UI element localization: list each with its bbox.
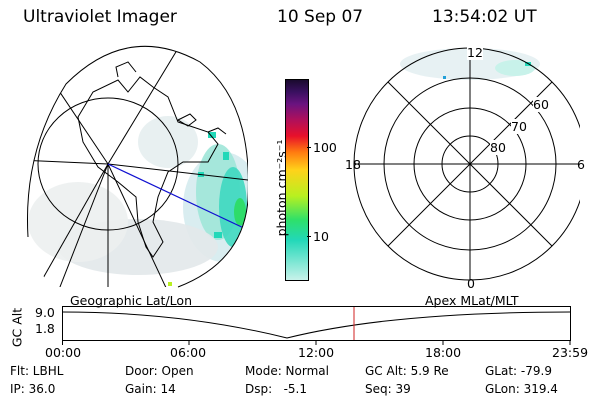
colorbar-tick-mark-100 [307,147,311,148]
mlt-label-12: 12 [467,45,483,60]
info-glon: GLon: 319.4 [485,382,558,396]
time-label: 13:54:02 UT [432,7,537,27]
mlat-label-70: 70 [511,119,527,134]
coastline [77,76,219,258]
altitude-xtick-2359: 23:59 [552,345,589,360]
mlt-label-18: 18 [345,157,361,172]
altitude-curve [62,311,571,339]
colorbar-tick-mark-10 [307,236,311,237]
geographic-label: Geographic Lat/Lon [70,293,192,308]
info-door: Door: Open [125,364,194,378]
info-flt: Flt: LBHL [10,364,64,378]
info-ip: IP: 36.0 [10,382,56,396]
apex-label: Apex MLat/MLT [425,293,519,308]
colorbar-tick-100: 100 [313,140,337,155]
info-gain: Gain: 14 [125,382,176,396]
colorbar-tick-10: 10 [313,229,329,244]
altitude-xtick-1800: 18:00 [425,345,462,360]
altitude-xtick-0600: 06:00 [170,345,207,360]
info-gc-alt: GC Alt: 5.9 Re [365,364,449,378]
geographic-map [27,45,248,288]
altitude-xtick-1200: 12:00 [298,345,335,360]
date-label: 10 Sep 07 [277,7,364,27]
info-dsp: Dsp: -5.1 [245,382,308,396]
mlt-label-6: 6 [577,157,585,172]
info-mode: Mode: Normal [245,364,329,378]
colorbar [285,79,309,281]
altitude-ylabel: GC Alt [9,307,25,348]
info-seq: Seq: 39 [365,382,411,396]
polar-plot [353,47,580,281]
altitude-plot [62,306,571,345]
altitude-xtick-0000: 00:00 [45,345,82,360]
mlat-label-60: 60 [533,97,549,112]
colorbar-label: photon cm⁻²s⁻¹ [274,139,289,237]
mlat-label-80: 80 [490,140,506,155]
instrument-title: Ultraviolet Imager [23,7,177,27]
mlt-label-0: 0 [467,276,475,291]
info-glat: GLat: -79.9 [485,364,552,378]
altitude-ytick-high: 9.0 [35,305,55,320]
auroral-emission [28,116,248,275]
footprint-line [107,163,248,231]
altitude-ytick-low: 1.8 [35,321,55,336]
